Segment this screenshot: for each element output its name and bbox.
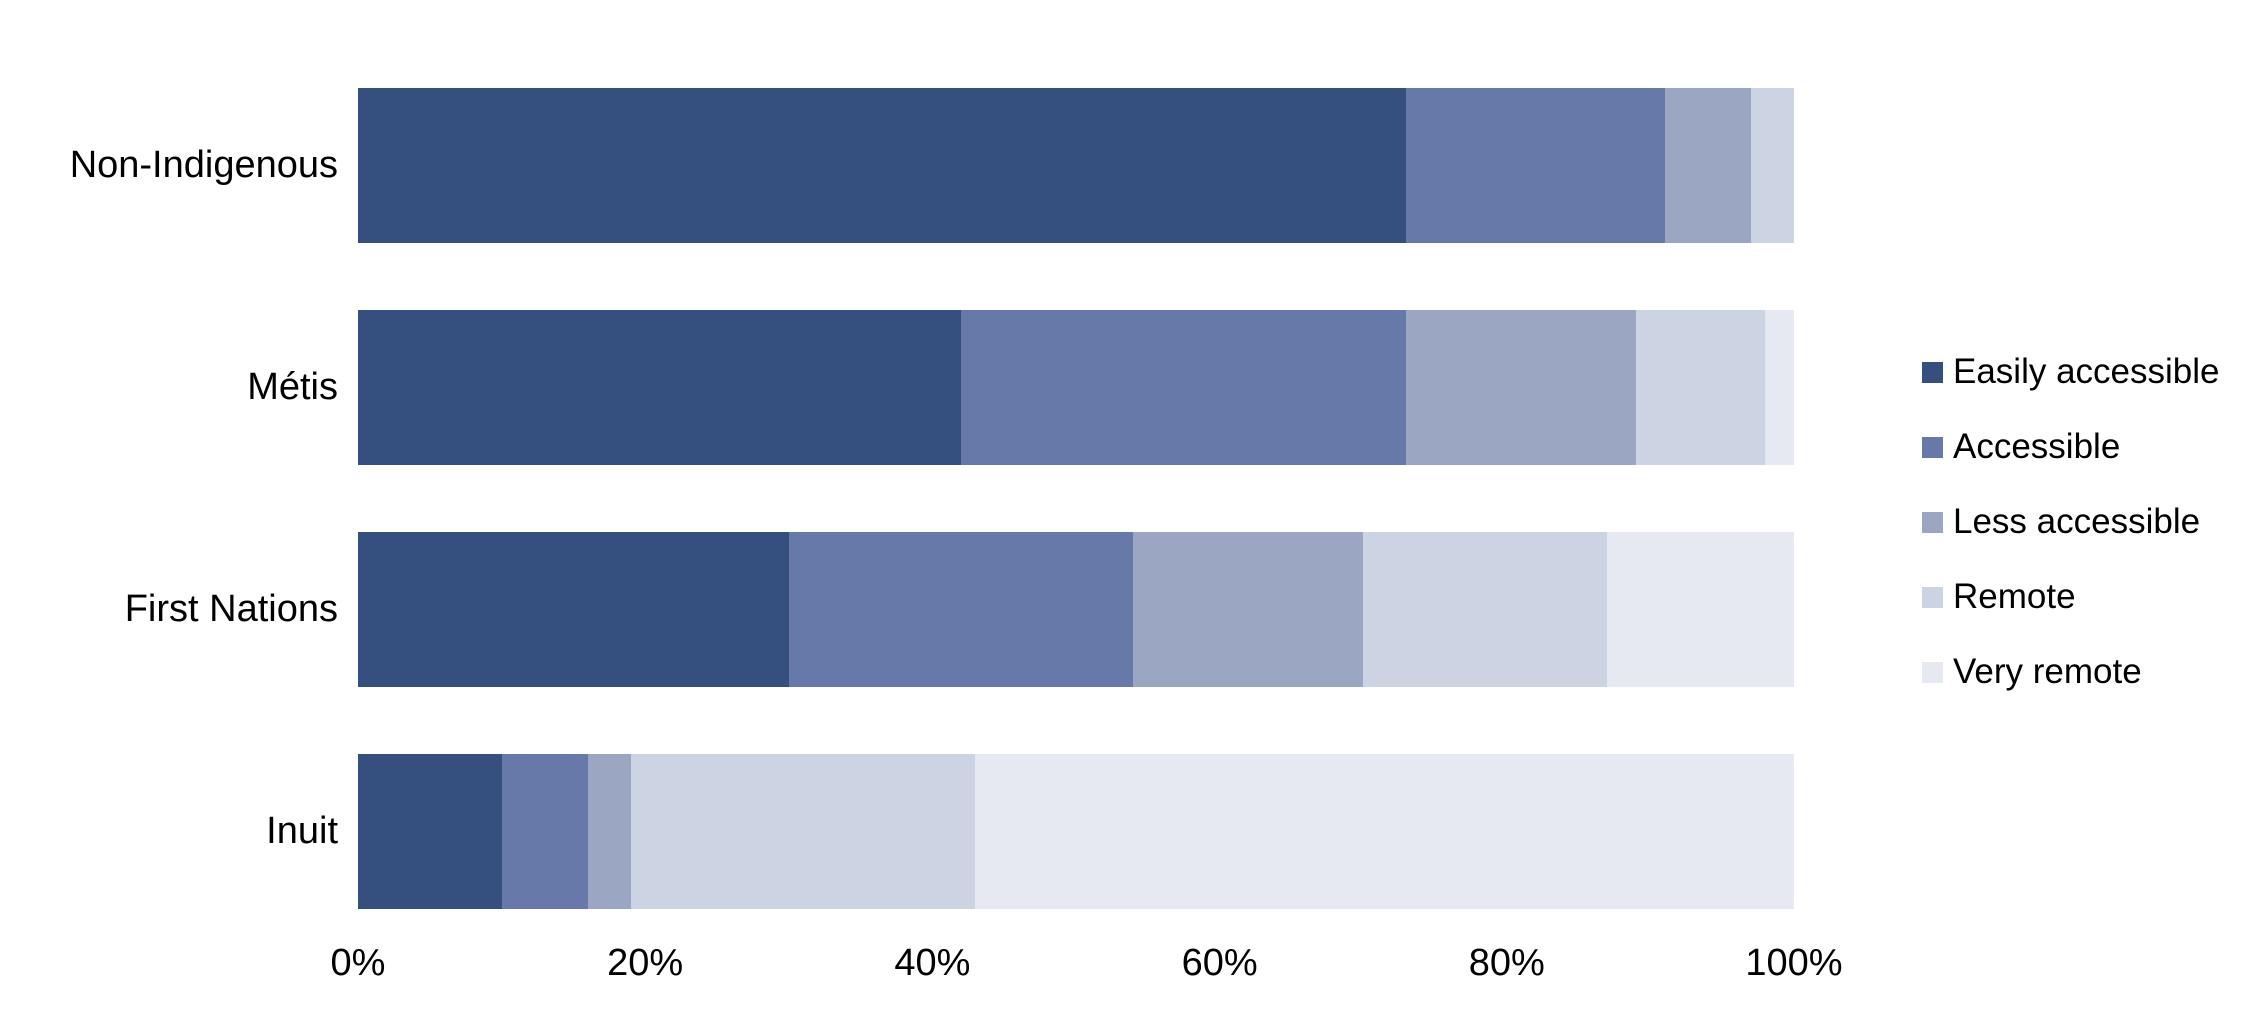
bar-segment bbox=[630, 754, 976, 909]
x-axis-tick-label: 20% bbox=[607, 942, 684, 984]
stacked-bar bbox=[358, 310, 1794, 465]
legend-label: Very remote bbox=[1953, 652, 2142, 691]
legend-marker bbox=[1922, 511, 1943, 533]
bar-segment bbox=[1636, 310, 1766, 465]
bar-segment bbox=[1750, 88, 1794, 243]
bar-segment bbox=[1133, 532, 1364, 687]
bar-segment bbox=[358, 88, 1407, 243]
category-label: Non-Indigenous bbox=[69, 144, 338, 186]
stacked-bar bbox=[358, 88, 1794, 243]
x-axis-tick-label: 80% bbox=[1468, 942, 1545, 984]
bar-segment bbox=[358, 754, 502, 909]
legend-entry: Easily accessible bbox=[1922, 352, 2220, 392]
bar-segment bbox=[1765, 310, 1794, 465]
legend-entry: Very remote bbox=[1922, 652, 2220, 692]
legend: Easily accessible Accessible Less accessib… bbox=[1922, 352, 2220, 692]
legend-label: Less accessible bbox=[1953, 502, 2201, 541]
bar-segment bbox=[358, 532, 789, 687]
bar-row: Non-Indigenous bbox=[70, 88, 1794, 243]
legend-marker bbox=[1922, 661, 1943, 683]
legend-marker bbox=[1922, 361, 1943, 383]
bar-row: Inuit bbox=[266, 754, 1794, 909]
plot-area: Non-Indigenous Métis First Nations Inuit bbox=[70, 88, 1794, 909]
bar-segment bbox=[358, 310, 962, 465]
x-axis-tick-label: 0% bbox=[330, 942, 386, 984]
bar-segment bbox=[587, 754, 631, 909]
legend-label: Accessible bbox=[1953, 427, 2121, 466]
category-label: Inuit bbox=[266, 810, 338, 852]
legend-entry: Less accessible bbox=[1922, 502, 2220, 542]
x-axis: 0% 20% 40% 60% 80% 100% bbox=[331, 942, 1843, 1002]
bar-row: Métis bbox=[247, 310, 1794, 465]
legend-marker bbox=[1922, 436, 1943, 458]
bar-segment bbox=[961, 310, 1407, 465]
bar-segment bbox=[501, 754, 588, 909]
x-axis-tick-label: 100% bbox=[1745, 942, 1843, 984]
bar-segment bbox=[1607, 532, 1794, 687]
x-axis-tick-label: 60% bbox=[1181, 942, 1258, 984]
bar-segment bbox=[788, 532, 1134, 687]
bar-segment bbox=[1406, 88, 1665, 243]
bar-segment bbox=[1363, 532, 1608, 687]
x-axis-tick-label: 40% bbox=[894, 942, 971, 984]
bar-segment bbox=[975, 754, 1794, 909]
legend-marker bbox=[1922, 586, 1943, 608]
legend-label: Easily accessible bbox=[1953, 352, 2220, 391]
category-label: First Nations bbox=[124, 588, 338, 630]
bar-segment bbox=[1406, 310, 1637, 465]
bar-segment bbox=[1664, 88, 1751, 243]
legend-entry: Accessible bbox=[1922, 427, 2220, 467]
category-label: Métis bbox=[247, 366, 338, 408]
bar-row: First Nations bbox=[125, 532, 1794, 687]
legend-entry: Remote bbox=[1922, 577, 2220, 617]
stacked-bar bbox=[358, 532, 1794, 687]
stacked-bar bbox=[358, 754, 1794, 909]
legend-label: Remote bbox=[1953, 577, 2076, 616]
